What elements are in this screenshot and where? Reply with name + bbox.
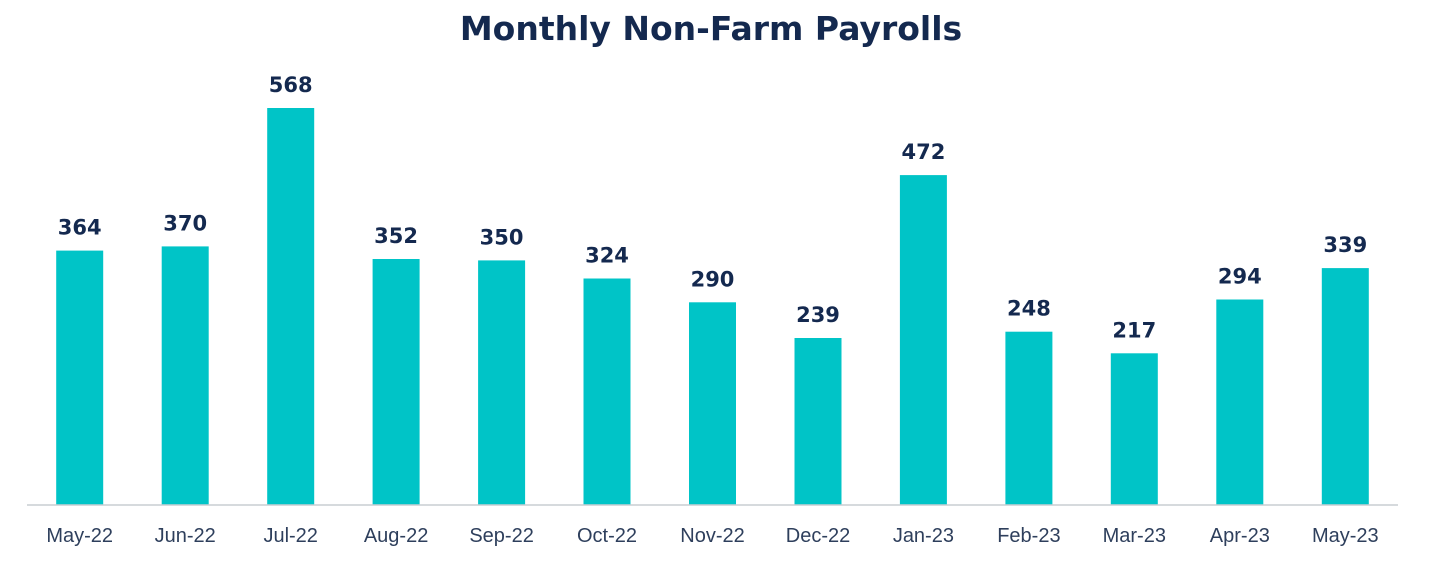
x-tick-label-apr-23: Apr-23 (1210, 525, 1270, 547)
x-tick-label-mar-23: Mar-23 (1103, 525, 1166, 547)
x-tick-label-sep-22: Sep-22 (469, 525, 534, 547)
x-tick-label-jan-23: Jan-23 (893, 525, 954, 547)
bar-mar-23 (1110, 353, 1158, 505)
x-tick-label-oct-22: Oct-22 (577, 525, 637, 547)
bar-aug-22 (372, 259, 420, 505)
bar-feb-23 (1005, 331, 1053, 505)
x-tick-label-jun-22: Jun-22 (155, 525, 216, 547)
bar-jan-23 (899, 175, 947, 505)
bar-jul-22 (267, 108, 315, 505)
x-tick-label-may-23: May-23 (1312, 525, 1379, 547)
value-label-mar-23: 217 (1112, 318, 1156, 342)
value-label-jul-22: 568 (269, 73, 313, 97)
bar-jun-22 (161, 246, 209, 505)
x-tick-label-aug-22: Aug-22 (364, 525, 429, 547)
x-tick-label-jul-22: Jul-22 (263, 525, 317, 547)
bar-apr-23 (1216, 299, 1264, 505)
x-tick-label-nov-22: Nov-22 (680, 525, 744, 547)
value-label-oct-22: 324 (585, 244, 629, 268)
value-label-feb-23: 248 (1007, 297, 1051, 321)
bar-oct-22 (583, 278, 631, 505)
x-tick-label-may-22: May-22 (46, 525, 113, 547)
tick-labels-layer: May-22 Jun-22 Jul-22 Aug-22 Sep-22 Oct-22 Nov-… (46, 525, 1378, 547)
chart-title: Monthly Non-Farm Payrolls (460, 9, 962, 48)
value-label-apr-23: 294 (1218, 265, 1262, 289)
value-label-dec-22: 239 (796, 303, 840, 327)
value-label-jan-23: 472 (901, 140, 945, 164)
bar-nov-22 (689, 302, 736, 505)
bars-layer (56, 108, 1369, 505)
x-tick-label-feb-23: Feb-23 (997, 525, 1060, 547)
bar-may-23 (1321, 268, 1369, 505)
bar-sep-22 (478, 260, 526, 505)
value-label-nov-22: 290 (691, 267, 735, 291)
bar-may-22 (56, 250, 104, 505)
value-label-jun-22: 370 (163, 211, 207, 235)
value-label-may-22: 364 (58, 216, 102, 240)
x-tick-label-dec-22: Dec-22 (786, 525, 850, 547)
bar-dec-22 (794, 338, 842, 505)
value-label-aug-22: 352 (374, 224, 418, 248)
value-label-may-23: 339 (1323, 233, 1367, 257)
value-labels-layer: 364 370 568 352 350 324 290 239 472 248 217 294 339 (58, 73, 1367, 342)
value-label-sep-22: 350 (480, 225, 524, 249)
